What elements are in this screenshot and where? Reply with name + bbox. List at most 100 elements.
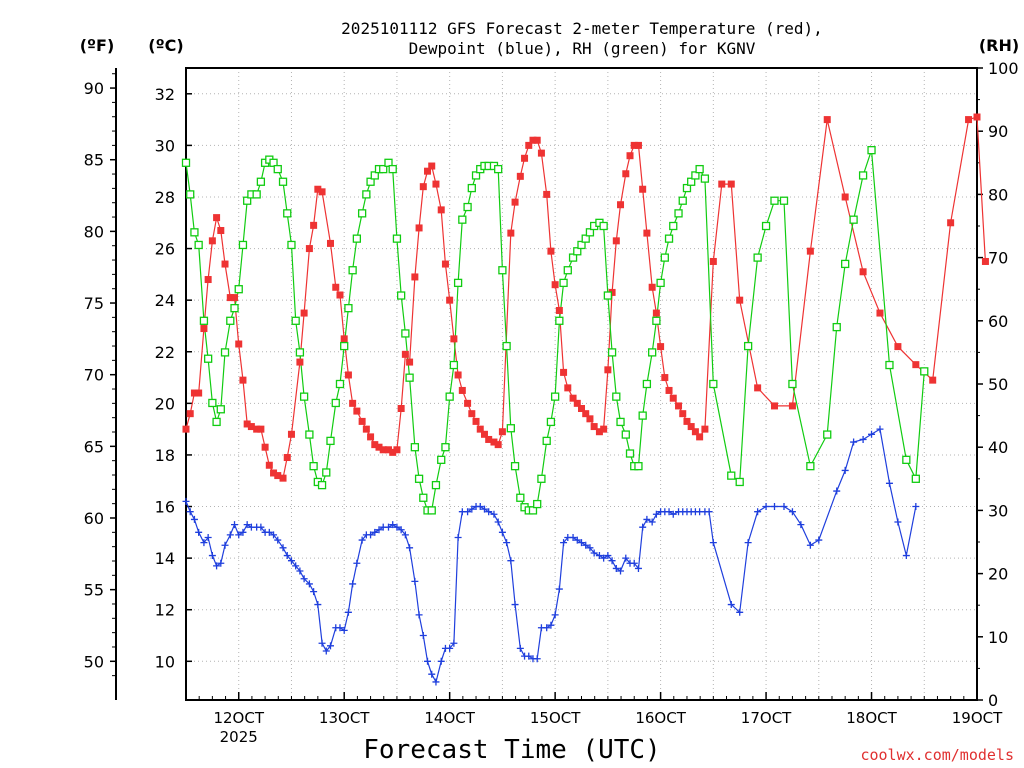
temperature-point [595, 428, 603, 436]
temperature-point [190, 389, 198, 397]
dewpoint-point [511, 601, 519, 609]
temperature-point [511, 198, 519, 206]
dewpoint-point [634, 564, 642, 572]
temperature-point [687, 423, 695, 431]
rh-point [533, 499, 542, 509]
dewpoint-point [582, 541, 590, 549]
rh-point [414, 474, 424, 483]
rh-point [660, 253, 669, 262]
dewpoint-point [788, 508, 796, 516]
rh-point [326, 436, 335, 446]
temperature-point [679, 410, 687, 418]
dewpoint-point [754, 508, 762, 516]
temperature-point [204, 276, 212, 284]
dewpoint-point [393, 523, 401, 531]
rh-point [370, 171, 379, 180]
rh-point [498, 266, 507, 275]
rh-point [761, 221, 771, 231]
source-credit: coolwx.com/models [860, 746, 1014, 764]
dewpoint-point [226, 531, 234, 539]
rh-point [648, 348, 657, 357]
rh-tick-label: 0 [988, 691, 998, 710]
dewpoint-point [595, 552, 603, 560]
rh-point [410, 443, 420, 452]
temperature-point [208, 237, 216, 245]
temperature-point [485, 435, 493, 443]
temperature-point [318, 188, 326, 196]
rh-point [537, 474, 546, 483]
dewpoint-point [476, 503, 484, 511]
rh-point [581, 234, 590, 243]
temperature-point [701, 425, 709, 433]
rh-point [243, 196, 252, 205]
dewpoint-point [353, 559, 361, 567]
dewpoint-point [617, 567, 625, 575]
rh-point [625, 449, 635, 458]
rh-tick-label: 40 [988, 438, 1008, 457]
dewpoint-point [305, 580, 313, 588]
rh-point [823, 430, 832, 439]
temperature-point [806, 247, 814, 255]
x-tick-label: 12OCT [213, 709, 264, 727]
celsius-tick-label: 14 [155, 549, 175, 568]
dewpoint-point [239, 528, 247, 536]
temperature-point [516, 172, 524, 180]
temperature-point [709, 257, 717, 265]
temperature-point [257, 425, 265, 433]
dewpoint-point [850, 438, 858, 446]
temperature-point [468, 410, 476, 418]
dewpoint-point [389, 521, 397, 529]
rh-point [366, 177, 375, 186]
fahrenheit-tick-label: 60 [84, 509, 104, 528]
temperature-point [652, 309, 660, 317]
rh-point [555, 316, 564, 325]
temperature-point [406, 358, 414, 366]
dewpoint-point [432, 678, 440, 686]
fahrenheit-tick-label: 50 [84, 652, 104, 671]
rh-point [563, 266, 572, 275]
rh-point [502, 341, 511, 351]
dewpoint-point [283, 552, 291, 560]
temperature-point [472, 417, 480, 425]
dewpoint-point [424, 657, 432, 665]
temperature-point [604, 366, 612, 374]
temperature-point [379, 446, 387, 454]
dewpoint-point [902, 552, 910, 560]
rh-point [431, 480, 441, 490]
rh-point [695, 164, 704, 174]
temperature-point [582, 410, 590, 418]
rh-point [226, 316, 235, 325]
x-tick-label: 14OCT [424, 709, 475, 727]
dewpoint-point [894, 518, 902, 526]
temperature-point [841, 193, 849, 201]
temperature-point [375, 443, 383, 451]
rh-point [273, 164, 282, 174]
rh-point [542, 436, 551, 446]
temperature-point [458, 386, 466, 394]
temperature-point [490, 438, 498, 446]
rh-point [664, 234, 674, 243]
dewpoint-point [612, 564, 620, 572]
temperature-point [428, 162, 436, 170]
dewpoint-point [705, 508, 713, 516]
dewpoint-point [326, 642, 334, 650]
temperature-point [349, 399, 357, 407]
dewpoint-point [525, 652, 533, 660]
temperature-point [573, 399, 581, 407]
temperature-point [947, 219, 955, 227]
rh-point [216, 405, 225, 414]
temperature-point [551, 281, 559, 289]
temperature-point [367, 433, 375, 441]
rh-point [700, 174, 710, 183]
temperature-point [401, 350, 409, 358]
rh-point [309, 462, 318, 471]
rh-point [181, 158, 191, 167]
temperature-point [771, 402, 779, 410]
x-tick-label: 17OCT [741, 709, 792, 727]
dewpoint-point [648, 518, 656, 526]
rh-point [743, 341, 753, 351]
temperature-point [340, 335, 348, 343]
rh-point [437, 455, 446, 464]
dewpoint-point [643, 515, 651, 523]
temperature-point [200, 325, 208, 333]
